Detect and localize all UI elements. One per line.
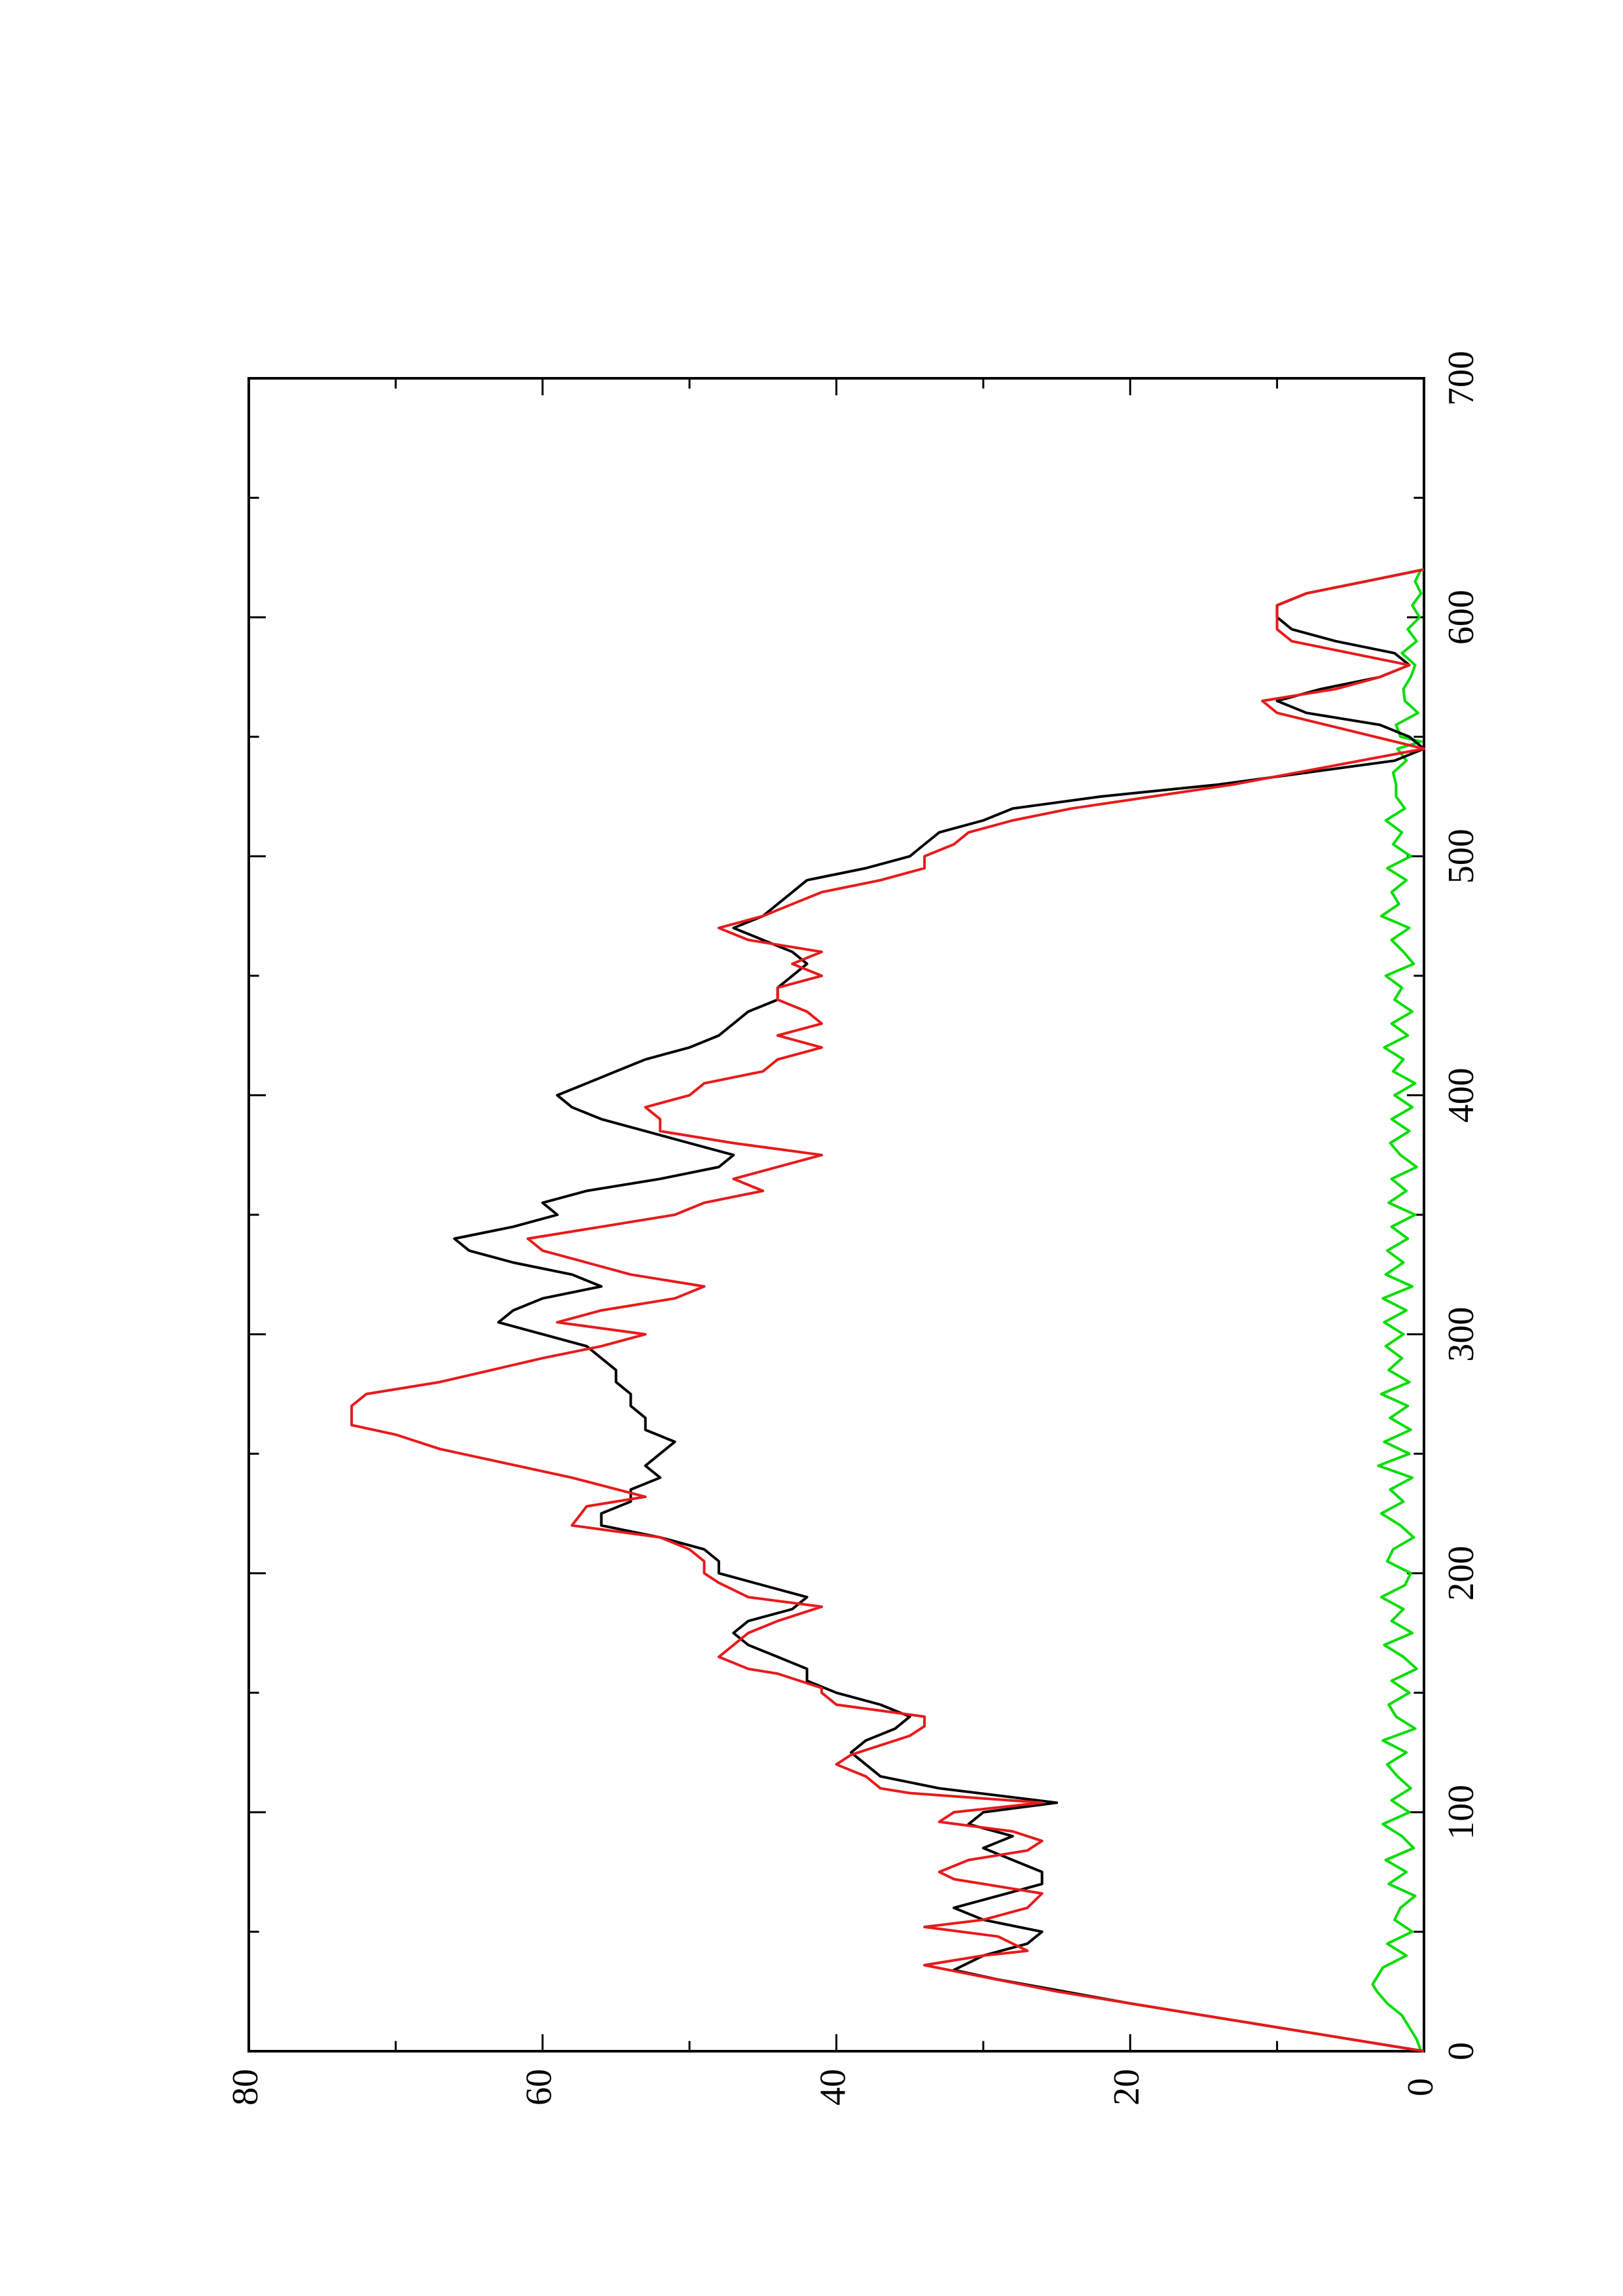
x-tick-label: 500 [1441,829,1482,884]
x-tick-label: 300 [1441,1307,1482,1362]
plot-frame [247,377,1425,2053]
series-line [350,568,1425,2053]
y-tick-label: 80 [225,2069,266,2106]
x-tick-label: 100 [1441,1785,1482,1840]
series-line [1371,569,1423,2052]
x-tick-label: 400 [1441,1067,1482,1122]
y-tick-label: 40 [812,2069,853,2106]
y-tick-label: 60 [519,2069,560,2106]
x-tick-label: 600 [1441,590,1482,645]
x-tick-label: 700 [1441,351,1482,406]
tick-labels: 0 100 200 300 400 500 600 700 0 20 40 60 80 [225,351,1482,2106]
series-layer [350,568,1425,2053]
y-tick-label: 0 [1400,2078,1441,2096]
axis-ticks [247,377,1425,2053]
series-line [453,568,1425,2053]
y-tick-label: 20 [1106,2069,1147,2106]
x-tick-label: 200 [1441,1546,1482,1601]
x-tick-label: 0 [1441,2042,1482,2060]
